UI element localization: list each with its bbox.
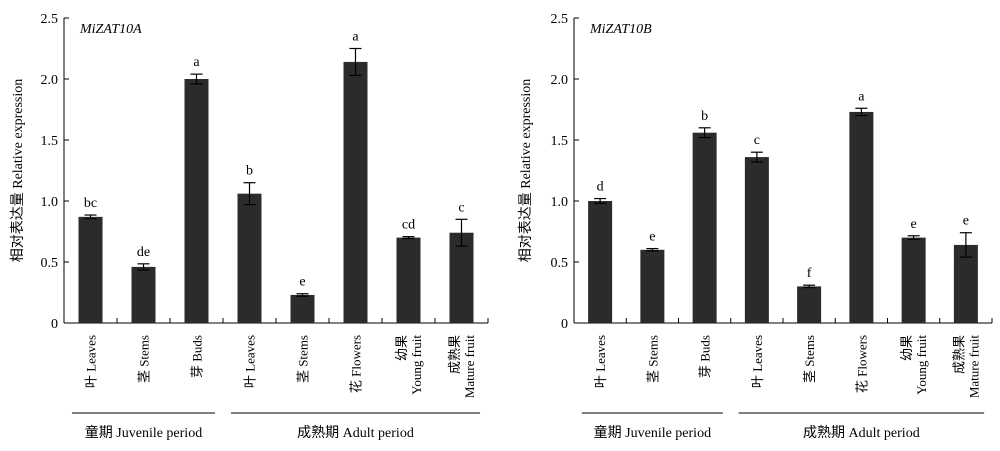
y-tick-label: 0.5 [551, 256, 569, 271]
y-tick-label: 0 [51, 317, 58, 332]
panel-mizat10b: 0 0.5 1.0 1.5 2.0 2.5 相对表达量 Relative expressio… [518, 12, 993, 441]
y-tick-label: 2.5 [551, 12, 569, 27]
category-label: 叶 Leaves [243, 335, 258, 388]
significance-label: f [807, 266, 812, 281]
category-label: Mature fruit [966, 335, 981, 399]
bar [744, 157, 769, 323]
y-tick-label: 2.0 [41, 73, 59, 88]
significance-label: a [858, 89, 865, 104]
y-axis-title: 相对表达量 Relative expression [10, 79, 26, 263]
panel-mizat10a: 0 0.5 1.0 1.5 2.0 2.5 相对表达量 Relative expressio… [10, 12, 489, 441]
bar [588, 201, 613, 323]
group-label: 成熟期 Adult period [297, 425, 414, 441]
category-label: 茎 Stems [645, 335, 660, 383]
group-label: 童期 Juvenile period [85, 424, 202, 441]
category-label: Young fruit [409, 335, 424, 395]
category-label: 成熟果 [951, 335, 966, 374]
y-tick-label: 0 [561, 317, 568, 332]
y-tick-label: 1.0 [41, 195, 59, 210]
group-label: 成熟期 Adult period [803, 425, 920, 441]
significance-label: d [597, 180, 604, 195]
significance-label: b [701, 109, 708, 124]
group-label: 童期 Juvenile period [594, 424, 711, 441]
y-tick-label: 1.5 [551, 134, 569, 149]
category-label: 芽 Buds [698, 335, 713, 378]
bar [343, 61, 368, 324]
category-label: 幼果 [899, 335, 914, 361]
significance-label: a [193, 55, 200, 70]
category-label: 芽 Buds [190, 335, 205, 378]
bar [849, 111, 874, 323]
y-axis-title: 相对表达量 Relative expression [518, 79, 534, 263]
significance-label: e [649, 230, 655, 245]
category-label: Mature fruit [462, 335, 477, 399]
category-label: 花 Flowers [854, 335, 869, 393]
category-label: 幼果 [394, 335, 409, 361]
significance-label: c [458, 200, 464, 215]
category-label: 叶 Leaves [593, 335, 608, 388]
significance-label: b [246, 164, 253, 179]
panel-title: MiZAT10A [79, 22, 142, 37]
y-tick-label: 2.0 [551, 73, 569, 88]
category-label: 茎 Stems [296, 335, 311, 383]
significance-label: a [352, 30, 359, 45]
bar [396, 237, 421, 323]
significance-label: e [299, 275, 305, 290]
y-tick-label: 1.0 [551, 195, 569, 210]
category-label: Young fruit [914, 335, 929, 395]
y-tick-label: 2.5 [41, 12, 59, 27]
significance-label: de [137, 245, 150, 260]
panel-title: MiZAT10B [589, 22, 652, 37]
significance-label: e [911, 217, 917, 232]
bar [184, 79, 209, 323]
bar [797, 286, 822, 323]
bar [901, 237, 926, 323]
bar [237, 193, 262, 323]
bar [640, 249, 665, 323]
category-label: 茎 Stems [802, 335, 817, 383]
bar [290, 294, 315, 323]
significance-label: bc [84, 196, 97, 211]
y-tick-label: 0.5 [41, 256, 59, 271]
y-tick-label: 1.5 [41, 134, 59, 149]
bar [78, 216, 103, 323]
category-label: 成熟果 [447, 335, 462, 374]
category-label: 叶 Leaves [84, 335, 99, 388]
category-label: 叶 Leaves [750, 335, 765, 388]
bar [953, 244, 978, 323]
bar [131, 266, 156, 323]
significance-label: e [963, 214, 969, 229]
bar [692, 132, 717, 323]
significance-label: c [754, 133, 760, 148]
category-label: 茎 Stems [137, 335, 152, 383]
bar [449, 232, 474, 323]
significance-label: cd [402, 218, 415, 233]
category-label: 花 Flowers [349, 335, 364, 393]
